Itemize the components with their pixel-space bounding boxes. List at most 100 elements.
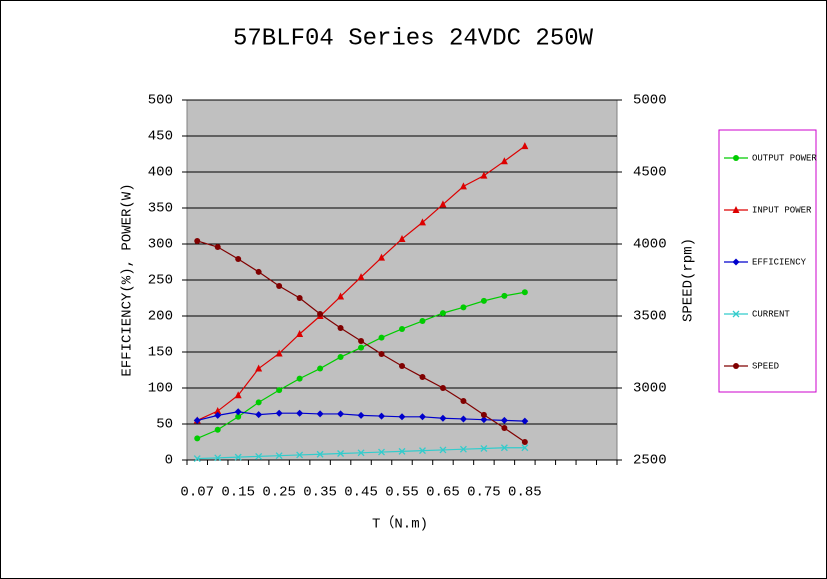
- data-point: [439, 310, 446, 317]
- data-point: [521, 444, 529, 452]
- data-point: [296, 295, 303, 301]
- data-point: [235, 255, 242, 262]
- data-point: [276, 387, 283, 394]
- data-point: [460, 397, 467, 404]
- y-tick-label: 400: [148, 165, 173, 181]
- data-point: [357, 273, 365, 281]
- data-point: [501, 425, 508, 432]
- data-point: [214, 426, 221, 433]
- legend-label: SPEED: [752, 361, 779, 371]
- data-point: [439, 446, 447, 454]
- data-point: [521, 417, 529, 425]
- data-point: [316, 410, 324, 418]
- data-point: [337, 354, 344, 361]
- data-point: [214, 244, 221, 251]
- data-point: [439, 385, 446, 391]
- y-tick-label: 300: [148, 237, 173, 253]
- data-point: [419, 374, 426, 381]
- data-point: [337, 410, 345, 418]
- data-point: [378, 334, 385, 341]
- data-point: [398, 413, 406, 421]
- data-point: [234, 391, 242, 399]
- x-tick-label: 0.45: [344, 485, 378, 501]
- data-point: [358, 338, 365, 345]
- data-point: [399, 362, 405, 369]
- y2-tick-label: 2500: [633, 453, 667, 469]
- data-point: [357, 411, 365, 419]
- y2-tick-label: 3500: [633, 309, 667, 325]
- y2-tick-label: 4000: [633, 237, 667, 253]
- x-tick-label: 0.75: [467, 485, 501, 501]
- data-point: [480, 445, 488, 452]
- chart-title: 57BLF04 Series 24VDC 250W: [233, 25, 594, 52]
- y-tick-label: 200: [148, 309, 173, 325]
- y-tick-label: 250: [148, 273, 173, 289]
- data-point: [214, 454, 222, 462]
- legend-marker: [733, 363, 739, 369]
- data-point: [459, 415, 467, 423]
- data-point: [398, 234, 406, 242]
- y2-tick-label: 5000: [633, 93, 667, 109]
- data-point: [378, 351, 385, 358]
- legend-marker: [732, 258, 740, 266]
- data-point: [234, 408, 242, 416]
- data-point: [480, 411, 487, 418]
- x-tick-label: 0.15: [221, 485, 255, 501]
- legend-marker: [732, 310, 740, 318]
- data-point: [255, 399, 262, 406]
- data-point: [276, 283, 283, 290]
- data-point: [419, 318, 426, 325]
- data-point: [255, 268, 262, 275]
- y-tick-label: 100: [148, 381, 173, 397]
- data-point: [459, 182, 467, 190]
- y2-axis-label: SPEED(rpm): [681, 238, 697, 322]
- data-point: [255, 411, 263, 419]
- x-tick-label: 0.55: [385, 485, 419, 501]
- data-point: [521, 289, 528, 296]
- data-point: [317, 365, 324, 372]
- data-point: [500, 444, 508, 452]
- data-point: [255, 364, 263, 372]
- data-point: [275, 349, 283, 357]
- legend-marker: [733, 155, 739, 161]
- y-tick-label: 350: [148, 201, 173, 217]
- y-tick-label: 500: [148, 93, 173, 109]
- data-point: [439, 200, 447, 208]
- data-point: [235, 413, 242, 420]
- data-point: [460, 304, 467, 311]
- y-axis-label: EFFICIENCY(%), POWER(W): [120, 183, 136, 376]
- data-point: [439, 414, 447, 422]
- x-tick-label: 0.07: [180, 485, 214, 501]
- data-point: [255, 452, 263, 460]
- data-point: [378, 412, 386, 420]
- data-point: [337, 450, 345, 457]
- data-point: [193, 455, 201, 463]
- data-point: [275, 409, 283, 417]
- data-point: [337, 292, 345, 300]
- data-point: [521, 439, 528, 445]
- y2-tick-label: 4500: [633, 165, 667, 181]
- data-point: [337, 324, 344, 331]
- data-point: [296, 330, 304, 337]
- x-tick-label: 0.25: [262, 485, 296, 501]
- data-point: [501, 292, 508, 299]
- data-point: [418, 413, 426, 421]
- y-tick-label: 50: [156, 417, 173, 433]
- x-tick-label: 0.85: [508, 485, 542, 501]
- data-point: [317, 310, 324, 317]
- x-tick-label: 0.35: [303, 485, 337, 501]
- data-point: [480, 171, 488, 179]
- data-point: [418, 218, 426, 226]
- data-point: [296, 409, 304, 417]
- x-axis-label: T（N.m): [372, 516, 428, 533]
- data-point: [459, 445, 467, 453]
- legend-label: OUTPUT POWER: [752, 153, 817, 163]
- data-point: [399, 325, 405, 332]
- data-point: [234, 453, 242, 461]
- y-tick-label: 450: [148, 129, 173, 145]
- data-point: [378, 448, 385, 456]
- data-point: [296, 375, 303, 382]
- data-point: [214, 407, 222, 415]
- y2-tick-label: 3000: [633, 381, 667, 397]
